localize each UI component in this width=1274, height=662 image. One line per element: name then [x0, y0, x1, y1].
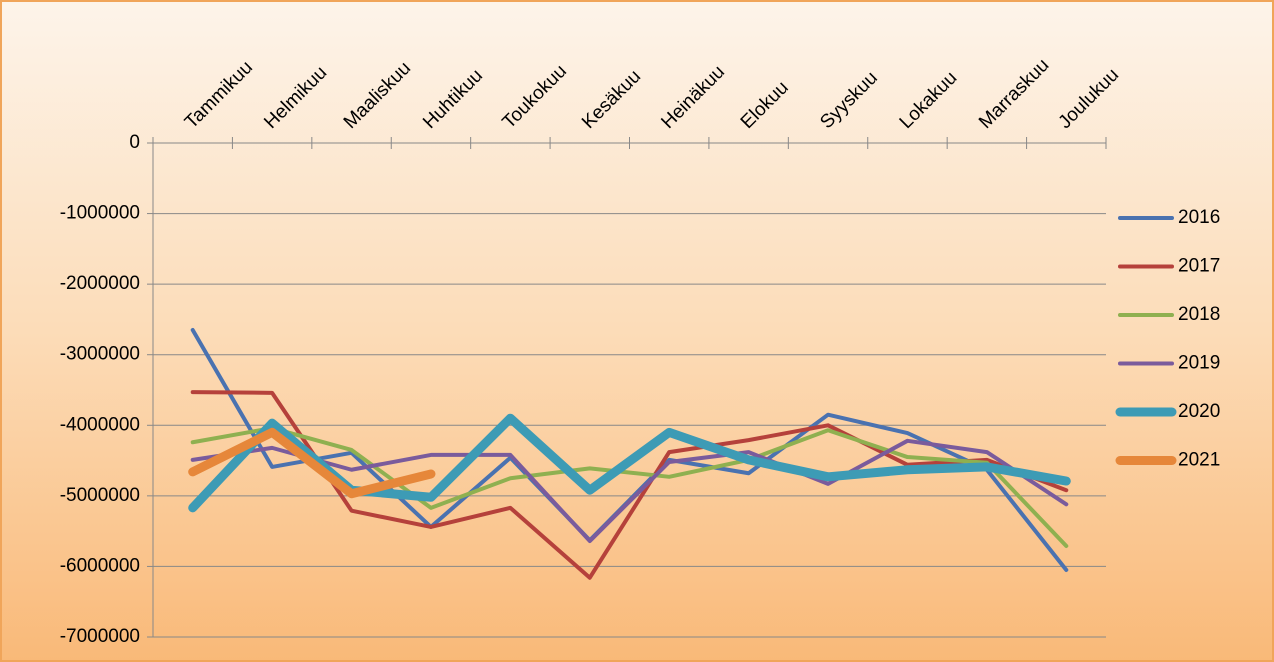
legend-label: 2019 — [1178, 353, 1220, 374]
legend-label: 2021 — [1178, 450, 1220, 471]
series-line — [190, 390, 1069, 580]
y-tick-label: -1000000 — [60, 203, 140, 224]
y-tick-label: -4000000 — [60, 414, 140, 435]
y-tick-label: -2000000 — [60, 273, 140, 294]
legend-label: 2017 — [1178, 256, 1220, 277]
legend-label: 2016 — [1178, 207, 1220, 228]
y-tick-label: -5000000 — [60, 485, 140, 506]
legend-label: 2020 — [1178, 401, 1220, 422]
series-line — [188, 427, 436, 499]
y-tick-label: -3000000 — [60, 344, 140, 365]
y-tick-label: 0 — [129, 132, 140, 153]
series-line — [190, 426, 1069, 548]
series-line — [190, 438, 1069, 544]
y-tick-label: -6000000 — [60, 555, 140, 576]
y-tick-label: -7000000 — [60, 626, 140, 647]
legend-label: 2018 — [1178, 304, 1220, 325]
